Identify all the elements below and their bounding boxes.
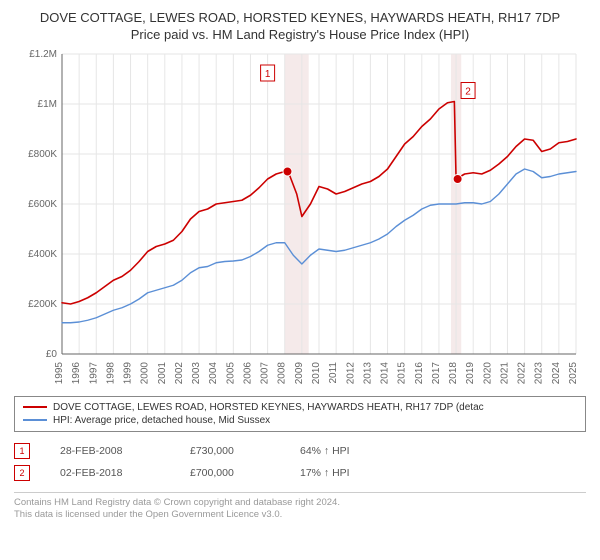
annotation-price: £730,000	[190, 445, 270, 457]
legend-row: DOVE COTTAGE, LEWES ROAD, HORSTED KEYNES…	[23, 401, 577, 414]
annotation-delta: 64% ↑ HPI	[300, 445, 390, 457]
annotation-date: 02-FEB-2018	[60, 467, 160, 479]
title-line2: Price paid vs. HM Land Registry's House …	[14, 27, 586, 44]
x-axis-label: 2025	[568, 361, 579, 384]
legend-row: HPI: Average price, detached house, Mid …	[23, 414, 577, 427]
x-axis-label: 2005	[225, 361, 236, 384]
marker-tag-label-1: 1	[265, 69, 271, 80]
x-axis-label: 2008	[277, 361, 288, 384]
x-axis-label: 2016	[414, 361, 425, 384]
title-line1: DOVE COTTAGE, LEWES ROAD, HORSTED KEYNES…	[14, 10, 586, 27]
annotation-row: 1 28-FEB-2008 £730,000 64% ↑ HPI	[14, 440, 586, 462]
x-axis-label: 2018	[448, 361, 459, 384]
x-axis-label: 2013	[362, 361, 373, 384]
footer-line2: This data is licensed under the Open Gov…	[14, 509, 586, 521]
y-axis-label: £1.2M	[29, 49, 57, 60]
x-axis-label: 1999	[123, 361, 134, 384]
legend-label: DOVE COTTAGE, LEWES ROAD, HORSTED KEYNES…	[53, 402, 484, 413]
legend-swatch	[23, 406, 47, 408]
annotation-tag: 1	[14, 443, 30, 459]
x-axis-label: 2006	[242, 361, 253, 384]
x-axis-label: 2004	[208, 361, 219, 384]
footer-line1: Contains HM Land Registry data © Crown c…	[14, 497, 586, 509]
y-axis-label: £200K	[28, 299, 57, 310]
x-axis-label: 2001	[157, 361, 168, 384]
x-axis-label: 2010	[311, 361, 322, 384]
x-axis-label: 1995	[54, 361, 65, 384]
x-axis-label: 2012	[345, 361, 356, 384]
legend-swatch	[23, 419, 47, 421]
x-axis-label: 2002	[174, 361, 185, 384]
marker-tag-label-2: 2	[465, 86, 471, 97]
x-axis-label: 2014	[380, 361, 391, 384]
x-axis-label: 2020	[482, 361, 493, 384]
chart-area: £0 £200K £400K £600K £800K £1M £1.2M 1995 1996 19…	[14, 48, 586, 388]
annotation-row: 2 02-FEB-2018 £700,000 17% ↑ HPI	[14, 462, 586, 484]
x-axis-label: 1997	[88, 361, 99, 384]
x-axis-label: 2000	[140, 361, 151, 384]
x-axis-label: 2023	[534, 361, 545, 384]
x-axis-label: 2017	[431, 361, 442, 384]
y-axis-label: £600K	[28, 199, 57, 210]
marker-point-2	[453, 174, 462, 183]
annotation-tag: 2	[14, 465, 30, 481]
chart-container: DOVE COTTAGE, LEWES ROAD, HORSTED KEYNES…	[0, 0, 600, 529]
y-axis-label: £800K	[28, 149, 57, 160]
y-axis-label: £0	[46, 349, 58, 360]
chart-title: DOVE COTTAGE, LEWES ROAD, HORSTED KEYNES…	[14, 10, 586, 44]
x-axis-label: 2007	[260, 361, 271, 384]
footer-attribution: Contains HM Land Registry data © Crown c…	[14, 492, 586, 522]
x-axis-label: 2024	[551, 361, 562, 384]
annotation-price: £700,000	[190, 467, 270, 479]
x-axis-label: 2011	[328, 361, 339, 383]
line-chart-svg: £0 £200K £400K £600K £800K £1M £1.2M 1995 1996 19…	[14, 48, 586, 388]
y-axis-label: £400K	[28, 249, 57, 260]
x-axis-label: 2003	[191, 361, 202, 384]
y-axis-label: £1M	[38, 99, 57, 110]
x-axis-label: 2015	[397, 361, 408, 384]
annotation-delta: 17% ↑ HPI	[300, 467, 390, 479]
x-axis-label: 1996	[71, 361, 82, 384]
legend-label: HPI: Average price, detached house, Mid …	[53, 415, 270, 426]
x-axis-label: 1998	[105, 361, 116, 384]
x-axis-label: 2021	[499, 361, 510, 384]
annotation-table: 1 28-FEB-2008 £730,000 64% ↑ HPI 2 02-FEB-201…	[14, 440, 586, 484]
legend: DOVE COTTAGE, LEWES ROAD, HORSTED KEYNES…	[14, 396, 586, 432]
x-axis-label: 2019	[465, 361, 476, 384]
marker-point-1	[283, 167, 292, 176]
x-axis-label: 2009	[294, 361, 305, 384]
x-axis-label: 2022	[517, 361, 528, 384]
annotation-date: 28-FEB-2008	[60, 445, 160, 457]
